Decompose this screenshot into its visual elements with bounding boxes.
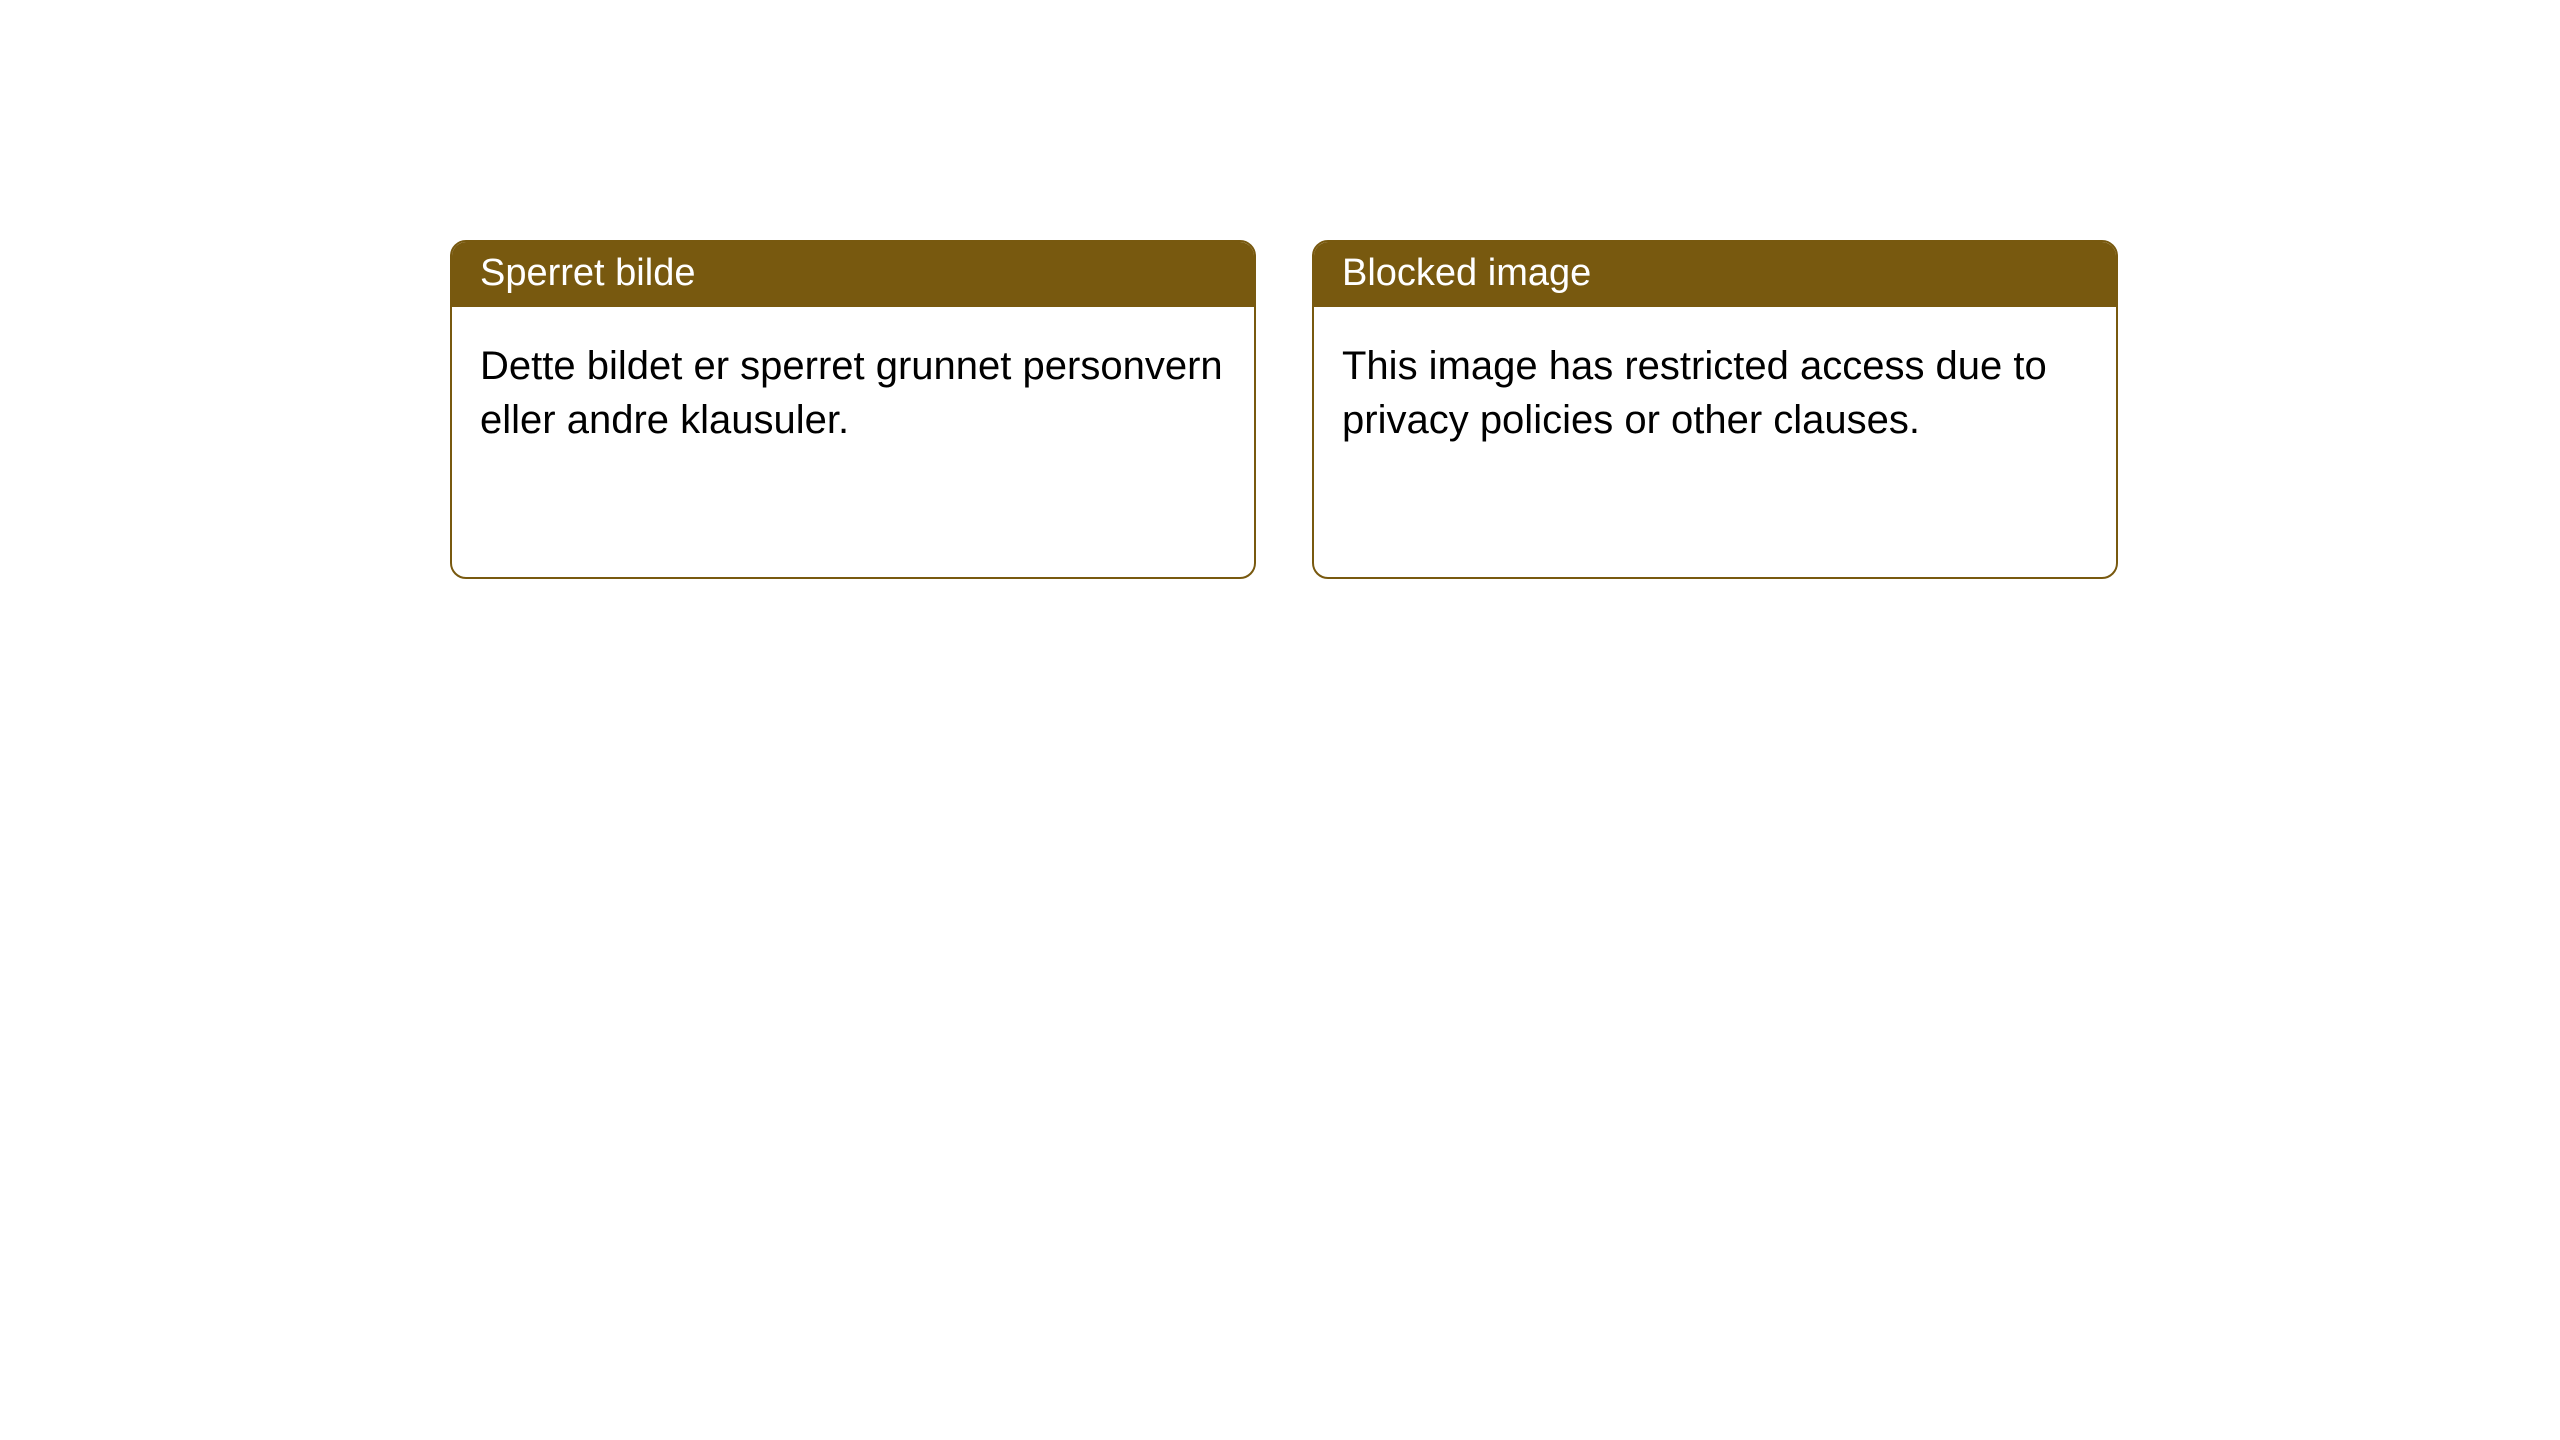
notice-title: Sperret bilde [480, 252, 695, 294]
notice-header: Sperret bilde [452, 242, 1254, 307]
notice-body: This image has restricted access due to … [1314, 307, 2116, 577]
notice-container: Sperret bilde Dette bildet er sperret gr… [450, 240, 2118, 579]
notice-header: Blocked image [1314, 242, 2116, 307]
notice-title: Blocked image [1342, 252, 1591, 294]
notice-body: Dette bildet er sperret grunnet personve… [452, 307, 1254, 577]
notice-body-text: Dette bildet er sperret grunnet personve… [480, 344, 1223, 442]
notice-body-text: This image has restricted access due to … [1342, 344, 2047, 442]
notice-card-english: Blocked image This image has restricted … [1312, 240, 2118, 579]
notice-card-norwegian: Sperret bilde Dette bildet er sperret gr… [450, 240, 1256, 579]
